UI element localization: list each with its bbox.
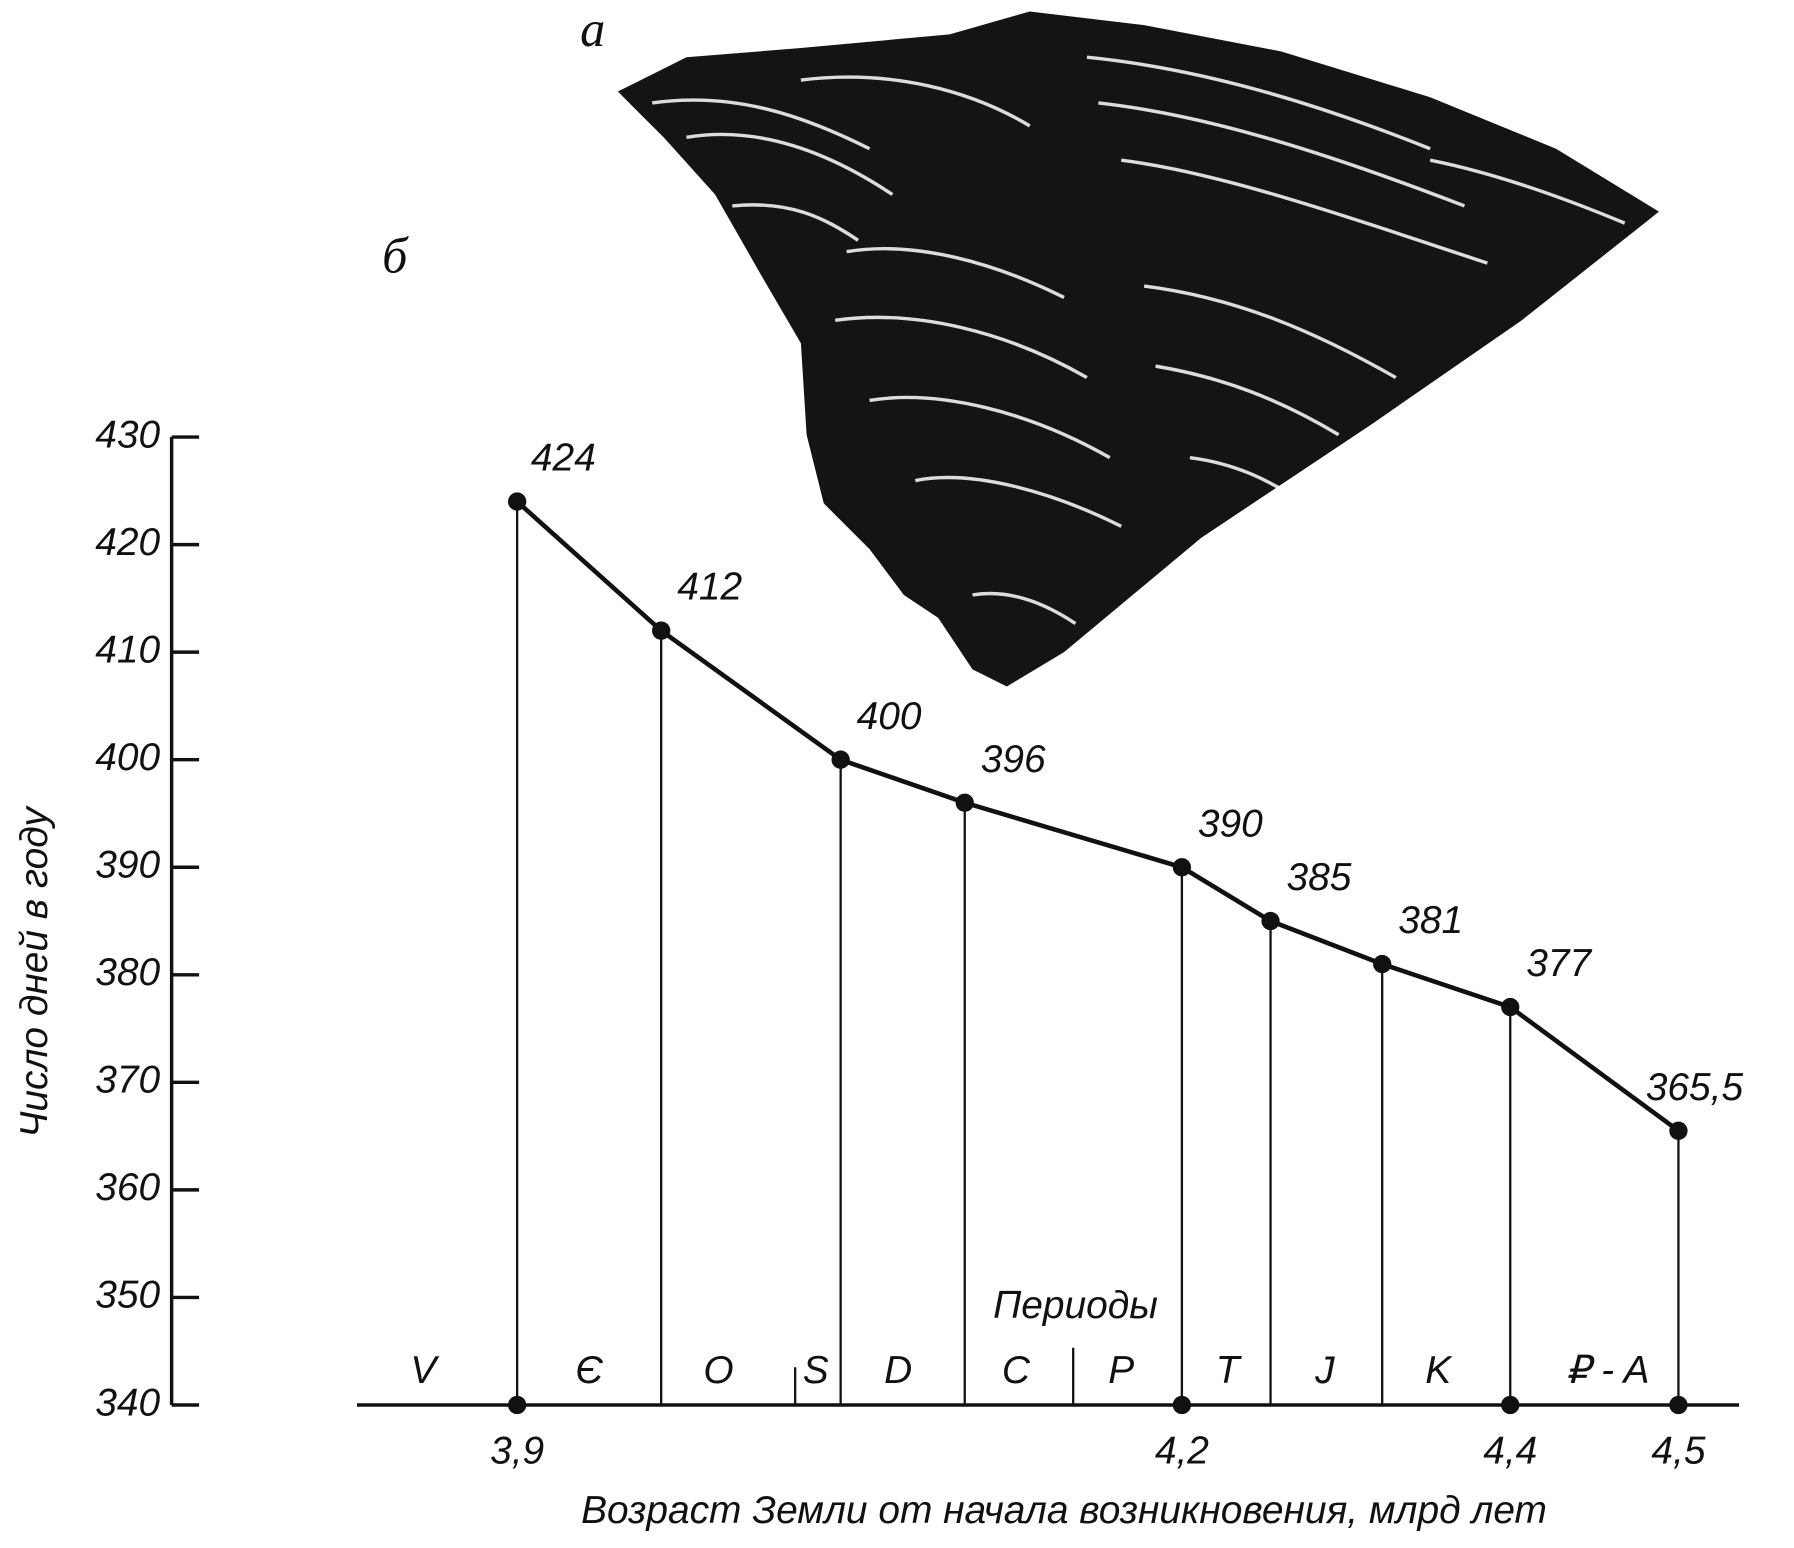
periods-title: Периоды — [993, 1284, 1158, 1327]
panel-label: а — [580, 1, 605, 57]
x-tick-label: 3,9 — [490, 1429, 544, 1472]
period-label: K — [1425, 1349, 1453, 1392]
period-label: T — [1216, 1349, 1243, 1392]
y-tick-label: 430 — [95, 413, 160, 456]
data-label: 400 — [857, 695, 922, 738]
data-point — [1373, 955, 1391, 973]
data-point — [508, 492, 526, 510]
period-label: D — [884, 1349, 912, 1392]
y-tick-label: 410 — [95, 628, 160, 671]
x-axis-label: Возраст Земли от начала возникновения, м… — [581, 1489, 1547, 1532]
data-point — [832, 751, 850, 769]
x-tick-label: 4,4 — [1483, 1429, 1537, 1472]
data-label: 365,5 — [1646, 1066, 1744, 1109]
period-label: Є — [575, 1349, 603, 1392]
period-label: P — [1108, 1349, 1134, 1392]
period-label: S — [803, 1349, 829, 1392]
data-label: 424 — [531, 437, 596, 480]
y-tick-label: 390 — [95, 844, 160, 887]
data-label: 377 — [1526, 942, 1592, 985]
fossil-illustration — [618, 11, 1659, 686]
y-tick-label: 400 — [95, 736, 160, 779]
y-tick-label: 370 — [95, 1059, 160, 1102]
x-tick-label: 4,2 — [1155, 1429, 1209, 1472]
data-label: 385 — [1287, 856, 1352, 899]
data-point — [1501, 998, 1519, 1016]
x-tick-label: 4,5 — [1651, 1429, 1705, 1472]
chart: а б Число дней в году Возраст Земли от н… — [0, 0, 1794, 1548]
y-axis-label: Число дней в году — [13, 805, 56, 1138]
period-label: V — [410, 1349, 439, 1392]
data-label: 396 — [981, 738, 1046, 781]
data-label: 412 — [677, 566, 742, 609]
period-label: O — [703, 1349, 733, 1392]
data-label: 381 — [1398, 899, 1463, 942]
data-label: 390 — [1198, 802, 1263, 845]
data-point — [1173, 858, 1191, 876]
y-tick-label: 420 — [95, 521, 160, 564]
panel-label: б — [382, 227, 409, 283]
data-point — [1669, 1122, 1687, 1140]
y-tick-label: 380 — [95, 951, 160, 994]
period-label: J — [1314, 1349, 1335, 1392]
y-tick-label: 340 — [95, 1381, 160, 1424]
y-tick-label: 360 — [95, 1166, 160, 1209]
data-point — [1261, 912, 1279, 930]
period-label: C — [1002, 1349, 1031, 1392]
y-tick-label: 350 — [95, 1274, 160, 1317]
data-point — [956, 794, 974, 812]
data-point — [652, 621, 670, 639]
period-label: ₽ - A — [1566, 1349, 1650, 1392]
